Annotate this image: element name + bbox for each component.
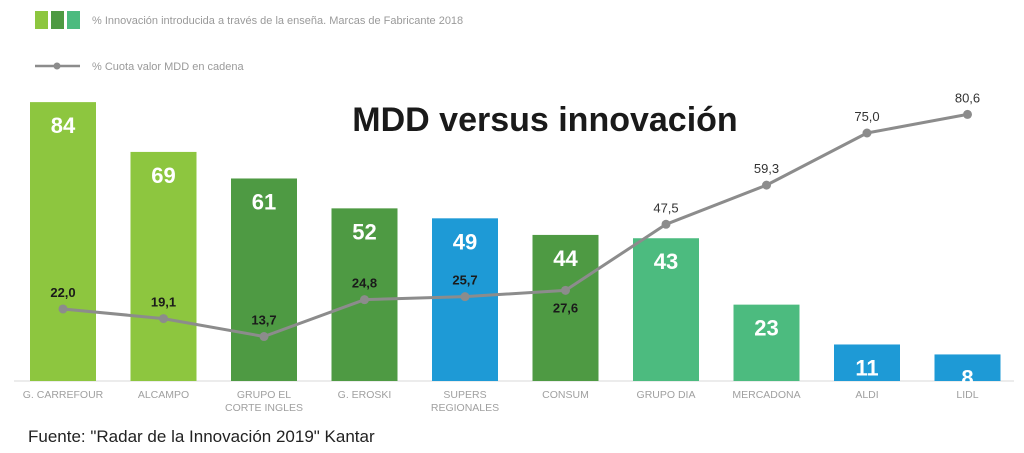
line-point bbox=[862, 128, 872, 138]
legend-label-line: % Cuota valor MDD en cadena bbox=[92, 61, 245, 73]
category-label: SUPERS bbox=[443, 389, 486, 401]
line-series bbox=[58, 109, 972, 342]
line-value-label: 47,5 bbox=[653, 200, 678, 215]
bar-value-label: 69 bbox=[151, 163, 175, 188]
line-point bbox=[460, 292, 470, 302]
bar bbox=[30, 102, 96, 382]
bar-value-labels: 84 69 61 52 49 44 43 23 11 8 bbox=[51, 113, 974, 390]
bar-value-label: 8 bbox=[961, 365, 973, 390]
bar bbox=[834, 344, 900, 381]
bar bbox=[331, 208, 398, 381]
category-label: REGIONALES bbox=[431, 402, 499, 414]
category-label: GRUPO EL bbox=[237, 389, 291, 401]
category-label: ALDI bbox=[855, 389, 878, 401]
line-point bbox=[762, 180, 771, 190]
line-value-label: 75,0 bbox=[854, 109, 879, 124]
line-path bbox=[62, 112, 968, 339]
bar bbox=[231, 178, 297, 381]
line-value-label: 22,0 bbox=[50, 285, 75, 300]
legend-swatch-teal-green bbox=[67, 11, 80, 29]
line-value-label: 24,8 bbox=[352, 276, 377, 291]
line-value-label: 59,3 bbox=[754, 161, 779, 176]
line-point bbox=[58, 304, 68, 314]
bar-value-label: 11 bbox=[855, 355, 878, 380]
bar-value-label: 61 bbox=[252, 189, 276, 214]
bar-value-label: 84 bbox=[51, 113, 76, 138]
bar-series bbox=[30, 102, 1001, 382]
bar bbox=[934, 354, 1001, 381]
legend-swatch-light-green bbox=[35, 11, 48, 29]
bar-value-label: 23 bbox=[754, 316, 778, 341]
line-point bbox=[963, 109, 972, 119]
legend-swatch-dark-green bbox=[51, 11, 64, 29]
category-label: MERCADONA bbox=[732, 389, 800, 401]
category-label: CONSUM bbox=[542, 389, 589, 401]
line-value-label: 27,6 bbox=[553, 300, 578, 315]
line-point bbox=[159, 314, 168, 324]
category-label: G. CARREFOUR bbox=[23, 389, 104, 401]
chart-title: MDD versus innovación bbox=[352, 101, 737, 139]
line-point bbox=[561, 285, 570, 295]
category-label: ALCAMPO bbox=[138, 389, 189, 401]
legend-line-marker bbox=[53, 62, 61, 70]
legend: % Innovación introducida a través de la … bbox=[35, 11, 463, 73]
line-value-label: 80,6 bbox=[955, 90, 980, 105]
line-value-label: 19,1 bbox=[151, 295, 176, 310]
source-note: Fuente: "Radar de la Innovación 2019" Ka… bbox=[28, 427, 375, 446]
line-value-label: 13,7 bbox=[251, 313, 276, 328]
line-point bbox=[661, 219, 671, 229]
line-value-labels: 22,0 19,1 13,7 24,8 25,7 27,6 47,5 59,3 75,0 80,6 bbox=[50, 90, 980, 327]
category-label: GRUPO DIA bbox=[637, 389, 696, 401]
legend-item-line: % Cuota valor MDD en cadena bbox=[35, 61, 245, 73]
legend-item-bars: % Innovación introducida a través de la … bbox=[35, 11, 463, 29]
bar bbox=[733, 304, 800, 381]
bar-value-label: 44 bbox=[553, 246, 578, 271]
line-point bbox=[259, 332, 269, 342]
category-label: LIDL bbox=[956, 389, 978, 401]
bar-value-label: 52 bbox=[352, 219, 376, 244]
bar-value-label: 43 bbox=[654, 249, 678, 274]
category-label: G. EROSKI bbox=[338, 389, 392, 401]
line-value-label: 25,7 bbox=[452, 273, 477, 288]
bar bbox=[633, 238, 699, 381]
category-label: CORTE INGLES bbox=[225, 402, 303, 414]
legend-label-bars: % Innovación introducida a través de la … bbox=[92, 15, 463, 27]
line-point bbox=[360, 295, 369, 305]
bar bbox=[130, 151, 197, 381]
bar-value-label: 49 bbox=[453, 229, 477, 254]
bar bbox=[532, 234, 599, 381]
